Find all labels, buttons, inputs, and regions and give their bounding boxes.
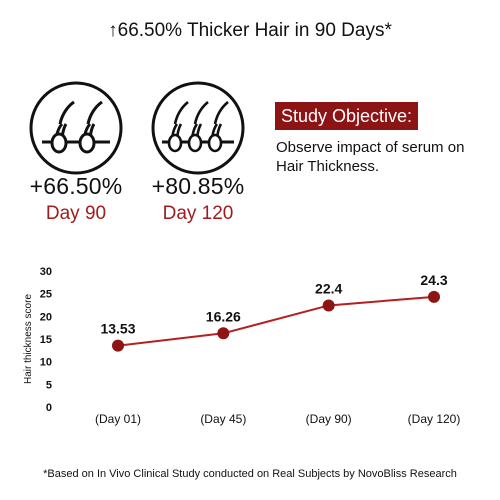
- x-tick-label: (Day 01): [95, 412, 141, 426]
- headline: ↑66.50% Thicker Hair in 90 Days*: [108, 20, 392, 41]
- data-point: [112, 339, 124, 352]
- stat-day-label: Day 90: [45, 203, 107, 224]
- stat-percent: +80.85%: [151, 173, 245, 199]
- x-tick-label: (Day 45): [200, 412, 246, 426]
- x-tick-label: (Day 90): [306, 412, 352, 426]
- stat-day-label: Day 120: [162, 203, 234, 224]
- stat-percent: +66.50%: [29, 173, 123, 199]
- study-objective-badge: Study Objective:: [275, 102, 419, 130]
- x-tick-label: (Day 120): [408, 412, 461, 426]
- y-tick-label: 30: [40, 266, 52, 278]
- y-tick-label: 10: [40, 357, 52, 369]
- y-tick-label: 15: [40, 334, 52, 346]
- stat-day-90: +66.50% Day 90: [8, 170, 144, 226]
- y-tick-label: 5: [46, 379, 52, 391]
- footnote: *Based on In Vivo Clinical Study conduct…: [43, 468, 457, 480]
- y-tick-label: 20: [40, 311, 52, 323]
- data-label: 13.53: [100, 321, 135, 337]
- data-label: 22.4: [315, 280, 342, 296]
- data-point: [322, 299, 335, 312]
- data-point: [217, 327, 230, 340]
- data-point: [428, 290, 440, 303]
- y-tick-label: 25: [40, 289, 52, 301]
- data-label: 16.26: [206, 308, 241, 324]
- data-label: 24.3: [420, 272, 447, 288]
- study-objective-text: Observe impact of serum on Hair Thicknes…: [276, 139, 465, 175]
- series-line: [117, 295, 435, 347]
- hair-follicle-three-strands-icon: [150, 80, 246, 176]
- hair-follicle-two-strands-icon: [28, 80, 124, 176]
- stat-day-120: +80.85% Day 120: [130, 170, 266, 226]
- hair-thickness-line-chart: Hair thickness score 0 5 10 15 20 25 30 (Day 01)…: [23, 266, 461, 426]
- y-axis-label: Hair thickness score: [23, 294, 34, 384]
- y-tick-label: 0: [46, 402, 52, 414]
